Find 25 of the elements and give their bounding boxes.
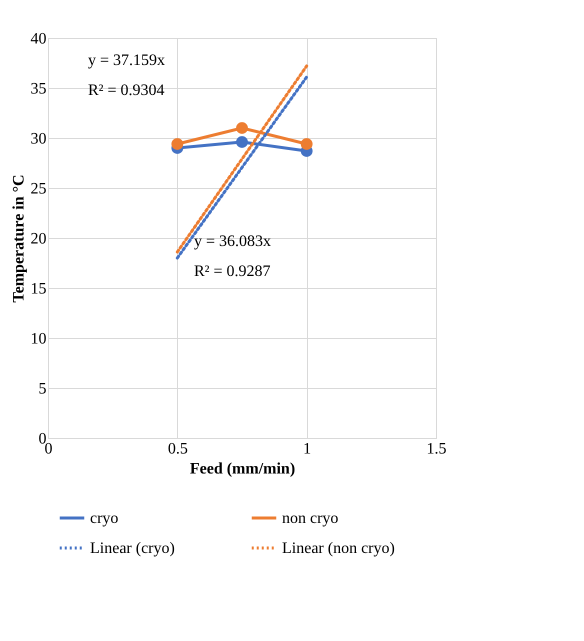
y-tick-label: 15	[30, 280, 46, 298]
y-tick-label: 25	[30, 180, 46, 198]
y-tick-label: 5	[38, 380, 46, 398]
point	[236, 136, 248, 148]
x-axis-title: Feed (mm/min)	[190, 460, 296, 478]
legend-label: Linear (cryo)	[90, 540, 175, 557]
x-tick-label: 1	[303, 440, 312, 458]
y-tick-label: 10	[30, 330, 46, 348]
point	[236, 122, 248, 134]
y-tick-label: 20	[30, 230, 46, 248]
point	[171, 138, 184, 150]
y-tick-label: 35	[30, 80, 46, 98]
x-tick-label: 1.5	[426, 440, 446, 458]
annotation: R² = 0.9287	[194, 263, 270, 280]
annotation: y = 37.159x	[88, 52, 166, 69]
legend-label: Linear (non cryo)	[282, 540, 395, 557]
y-axis-title: Temperature in °C	[10, 174, 28, 303]
point	[300, 138, 313, 150]
legend-label: non cryo	[282, 510, 338, 527]
annotation: y = 36.083x	[194, 233, 272, 250]
y-tick-label: 40	[30, 30, 46, 48]
x-tick-label: 0.5	[168, 440, 188, 458]
annotation: R² = 0.9304	[88, 82, 164, 99]
legend-label: cryo	[90, 510, 118, 527]
y-tick-label: 30	[30, 130, 46, 148]
